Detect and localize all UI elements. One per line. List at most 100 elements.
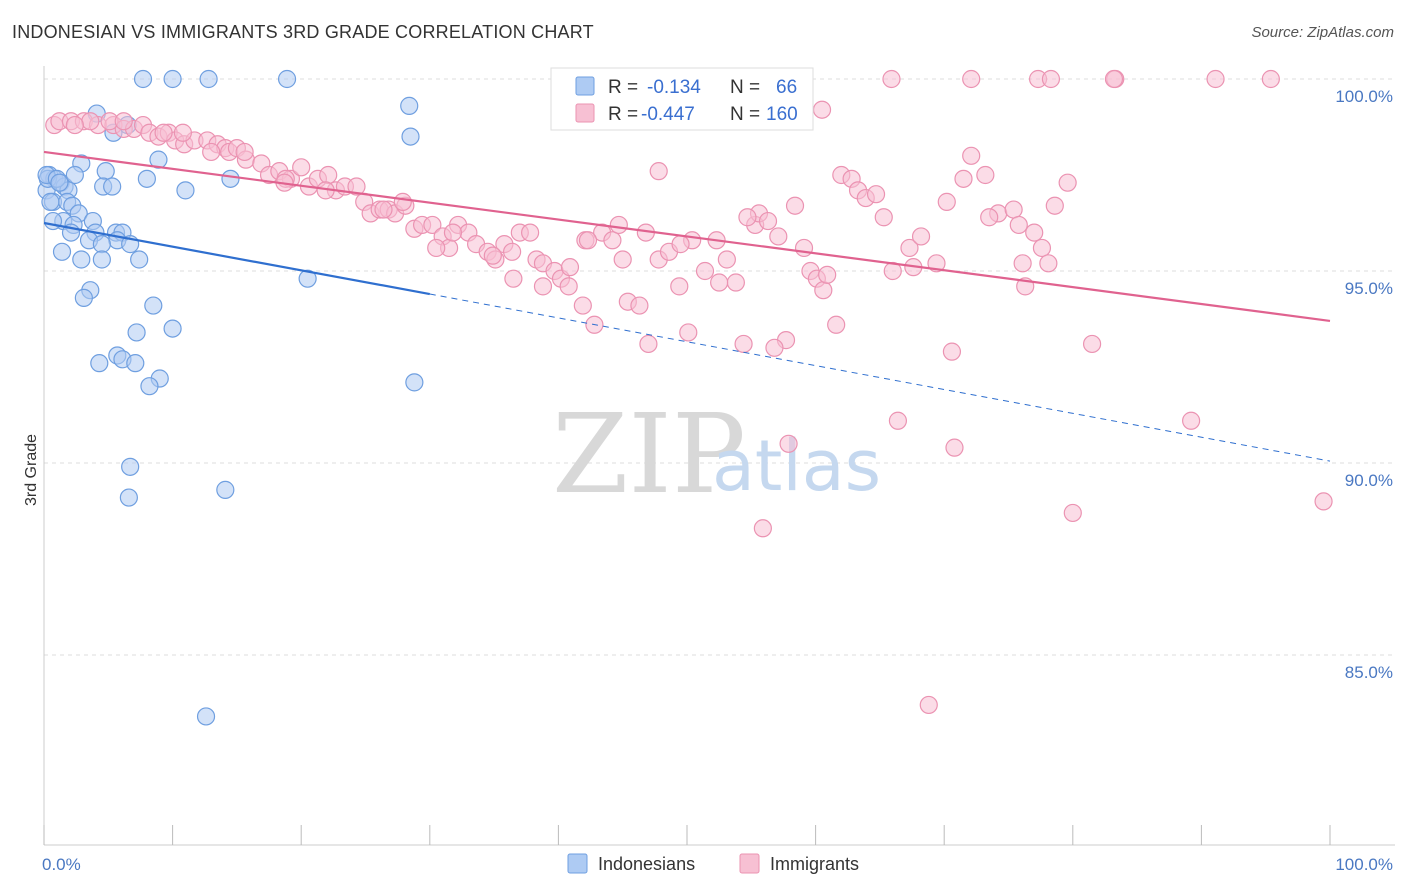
point-immigrants <box>1206 69 1225 89</box>
point-immigrants <box>504 269 523 288</box>
point-immigrants <box>1082 334 1102 354</box>
point-immigrants <box>888 411 908 430</box>
point-indonesians <box>72 250 91 269</box>
point-immigrants <box>919 695 938 715</box>
point-immigrants <box>726 273 745 292</box>
point-indonesians <box>199 69 218 89</box>
point-immigrants <box>613 250 632 269</box>
point-indonesians <box>74 288 93 307</box>
point-immigrants <box>769 227 788 246</box>
trend-line-indonesians-extrapolated <box>429 293 1331 462</box>
point-indonesians <box>127 323 146 342</box>
point-immigrants <box>173 123 192 142</box>
stats-legend: R = -0.134 N = 66 R = -0.447 N = 160 <box>550 67 814 131</box>
point-immigrants <box>980 208 999 227</box>
point-indonesians <box>103 177 122 196</box>
point-immigrants <box>1013 254 1032 273</box>
point-immigrants <box>717 250 736 269</box>
point-indonesians <box>43 211 63 231</box>
point-immigrants <box>818 265 837 284</box>
point-immigrants <box>1009 215 1028 235</box>
legend-r-label-2: R = <box>608 104 638 125</box>
trend-line-indonesians <box>43 221 430 296</box>
point-indonesians <box>277 69 297 89</box>
point-immigrants <box>114 112 133 131</box>
point-indonesians <box>400 96 419 115</box>
bottom-legend: Indonesians Immigrants <box>567 853 859 874</box>
point-immigrants <box>671 235 690 254</box>
point-indonesians <box>96 162 115 181</box>
point-immigrants <box>937 192 956 211</box>
point-indonesians <box>137 169 156 188</box>
point-indonesians <box>176 181 195 200</box>
point-indonesians <box>92 250 111 269</box>
point-indonesians <box>119 488 138 507</box>
point-immigrants <box>319 165 338 185</box>
point-indonesians <box>52 242 72 261</box>
point-immigrants <box>758 211 778 231</box>
point-immigrants <box>679 323 698 342</box>
legend-swatch-blue <box>575 76 595 96</box>
point-immigrants <box>427 238 446 258</box>
point-immigrants <box>1025 223 1044 242</box>
point-indonesians <box>92 235 111 254</box>
point-immigrants <box>911 227 931 246</box>
point-indonesians <box>41 192 60 211</box>
legend-r-value-2: -0.447 <box>641 104 695 125</box>
series-immigrants <box>45 69 1333 715</box>
point-immigrants <box>1063 503 1082 523</box>
point-immigrants <box>945 438 964 457</box>
y-tick-label: 95.0% <box>1345 279 1393 298</box>
point-immigrants <box>560 258 580 277</box>
point-immigrants <box>1039 254 1058 273</box>
point-immigrants <box>533 277 553 296</box>
point-immigrants <box>710 273 729 292</box>
point-immigrants <box>1314 492 1333 511</box>
y-tick-label: 90.0% <box>1345 471 1393 490</box>
point-immigrants <box>942 342 962 361</box>
point-immigrants <box>785 196 805 215</box>
watermark-zip: ZIP <box>552 390 746 518</box>
point-indonesians <box>196 707 216 726</box>
point-immigrants <box>695 261 715 281</box>
point-immigrants <box>393 192 412 211</box>
point-indonesians <box>121 457 140 476</box>
point-immigrants <box>962 146 981 165</box>
point-immigrants <box>1004 200 1023 219</box>
point-immigrants <box>347 177 366 196</box>
point-indonesians <box>50 173 69 192</box>
point-immigrants <box>1058 173 1077 192</box>
point-immigrants <box>292 158 311 177</box>
point-immigrants <box>874 208 893 227</box>
trend-line-immigrants <box>43 150 1331 323</box>
point-indonesians <box>126 354 145 373</box>
point-immigrants <box>503 242 522 261</box>
point-immigrants <box>65 115 84 135</box>
watermark: ZIP atlas <box>552 390 881 518</box>
point-immigrants <box>1261 69 1280 89</box>
legend-n-value-1: 66 <box>776 77 797 98</box>
point-immigrants <box>521 223 540 242</box>
point-immigrants <box>812 100 832 119</box>
point-immigrants <box>235 142 254 162</box>
point-immigrants <box>734 334 753 354</box>
point-immigrants <box>423 215 442 235</box>
point-immigrants <box>202 142 221 162</box>
stats-legend-frame <box>550 67 814 131</box>
point-indonesians <box>163 69 182 89</box>
point-immigrants <box>1045 196 1064 215</box>
point-indonesians <box>65 165 84 185</box>
point-indonesians <box>298 269 317 288</box>
point-immigrants <box>794 238 814 258</box>
point-indonesians <box>140 377 159 396</box>
point-immigrants <box>753 519 772 538</box>
point-indonesians <box>133 69 153 89</box>
tick-labels: 100.0% 95.0% 90.0% 85.0% 0.0% 100.0% <box>42 87 1393 874</box>
point-immigrants <box>483 246 502 265</box>
legend-r-label-1: R = <box>608 77 638 98</box>
point-immigrants <box>639 334 658 354</box>
point-immigrants <box>603 231 622 250</box>
point-immigrants <box>866 185 886 204</box>
point-immigrants <box>976 165 995 185</box>
